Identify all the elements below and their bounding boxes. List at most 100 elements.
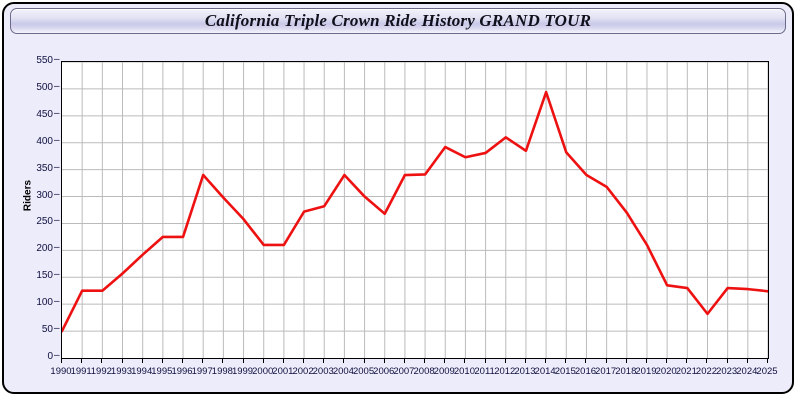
x-tick-mark — [81, 358, 83, 363]
y-tick-mark: – — [54, 269, 60, 281]
x-tick-label: 2015 — [554, 366, 576, 377]
x-tick-label: 2014 — [534, 366, 556, 377]
y-tick-label: 550 — [36, 55, 53, 66]
y-tick-label: 400 — [36, 135, 53, 147]
x-tick-label: 2008 — [413, 366, 435, 377]
x-tick-label: 1993 — [110, 366, 133, 377]
x-tick-label: 2010 — [453, 366, 475, 377]
x-tick-label: 2012 — [494, 366, 516, 377]
x-tick-mark — [706, 358, 708, 363]
y-tick-mark: – — [54, 134, 60, 146]
x-tick-mark — [141, 358, 143, 363]
y-tick-mark: – — [54, 296, 60, 308]
x-tick-mark — [303, 358, 305, 363]
x-tick-mark — [565, 358, 567, 363]
x-tick-mark — [444, 358, 446, 363]
x-tick-mark — [121, 358, 123, 363]
x-tick-mark — [645, 358, 647, 363]
x-tick-mark — [686, 358, 688, 363]
x-tick-label: 1990 — [50, 366, 72, 377]
y-tick-mark: – — [54, 161, 60, 173]
x-tick-label: 1996 — [171, 366, 193, 377]
x-tick-mark — [746, 358, 748, 363]
y-tick-label: 50 — [41, 324, 53, 336]
x-tick-mark — [242, 358, 244, 363]
x-tick-mark — [202, 358, 204, 363]
x-tick-label: 2002 — [292, 366, 314, 377]
x-tick-mark — [262, 358, 264, 363]
x-tick-mark — [383, 358, 385, 363]
x-tick-label: 1998 — [211, 366, 233, 377]
x-tick-label: 2009 — [433, 366, 455, 377]
y-tick-mark: – — [54, 323, 60, 335]
y-tick-label: 500 — [36, 81, 53, 93]
x-tick-mark — [605, 358, 607, 363]
line-chart-svg — [62, 62, 768, 358]
y-tick-label: 150 — [36, 270, 53, 282]
page-title: California Triple Crown Ride History GRA… — [204, 11, 592, 30]
x-tick-mark — [464, 358, 466, 363]
y-tick-mark: – — [54, 54, 60, 65]
y-tick-mark: – — [54, 107, 60, 119]
x-tick-mark — [323, 358, 325, 363]
y-tick-mark: – — [54, 80, 60, 92]
x-tick-label: 2003 — [312, 366, 334, 377]
x-tick-mark — [161, 358, 163, 363]
x-tick-label: 2023 — [716, 366, 738, 377]
x-tick-mark — [625, 358, 627, 363]
x-tick-label: 1997 — [191, 366, 213, 377]
x-tick-mark — [363, 358, 365, 363]
y-tick-mark: – — [54, 242, 60, 254]
x-tick-label: 1991 — [70, 366, 92, 377]
x-tick-label: 2019 — [635, 366, 657, 377]
x-tick-mark — [585, 358, 587, 363]
x-tick-mark — [504, 358, 506, 363]
y-tick-label: 250 — [36, 216, 53, 228]
y-tick-mark: – — [54, 350, 60, 361]
x-tick-mark — [101, 358, 103, 363]
data-series-riders — [62, 90, 768, 333]
x-tick-mark — [403, 358, 405, 363]
x-tick-mark — [767, 358, 768, 363]
x-tick-label: 2021 — [675, 366, 697, 377]
x-tick-mark — [343, 358, 345, 363]
y-tick-mark: – — [54, 215, 60, 227]
x-tick-mark — [222, 358, 224, 363]
x-tick-label: 2016 — [574, 366, 597, 377]
x-tick-mark — [726, 358, 728, 363]
x-tick-label: 2005 — [352, 366, 375, 377]
y-tick-label: 100 — [36, 297, 53, 309]
y-tick-mark: – — [54, 188, 60, 200]
y-tick-label: 0 — [47, 351, 53, 362]
x-tick-label: 2022 — [695, 366, 718, 377]
y-tick-label: 300 — [36, 189, 53, 201]
x-tick-label: 2020 — [655, 366, 677, 377]
gridlines — [62, 62, 768, 358]
x-tick-mark — [182, 358, 184, 363]
x-tick-label: 2001 — [272, 366, 294, 377]
x-tick-mark — [524, 358, 526, 363]
x-tick-label: 1994 — [131, 366, 153, 377]
x-tick-label: 2025 — [756, 366, 778, 377]
x-tick-label: 2000 — [252, 366, 274, 377]
y-tick-label: 450 — [36, 108, 53, 120]
y-tick-label: 200 — [36, 243, 53, 255]
x-tick-mark — [61, 358, 62, 363]
x-tick-label: 2017 — [595, 366, 617, 377]
x-tick-mark — [545, 358, 547, 363]
x-tick-label: 2006 — [373, 366, 395, 377]
x-tick-label: 2013 — [514, 366, 536, 377]
x-tick-label: 1992 — [90, 366, 112, 377]
plot-area — [61, 61, 769, 359]
x-tick-label: 2004 — [332, 366, 354, 377]
x-tick-mark — [484, 358, 486, 363]
title-bar: California Triple Crown Ride History GRA… — [10, 8, 786, 34]
x-tick-label: 2011 — [474, 366, 495, 377]
x-tick-label: 2018 — [615, 366, 637, 377]
x-tick-mark — [424, 358, 426, 363]
x-tick-mark — [282, 358, 284, 363]
x-tick-label: 1999 — [231, 366, 254, 377]
x-tick-label: 1995 — [151, 366, 173, 377]
x-tick-mark — [666, 358, 668, 363]
x-tick-label: 2007 — [393, 366, 415, 377]
